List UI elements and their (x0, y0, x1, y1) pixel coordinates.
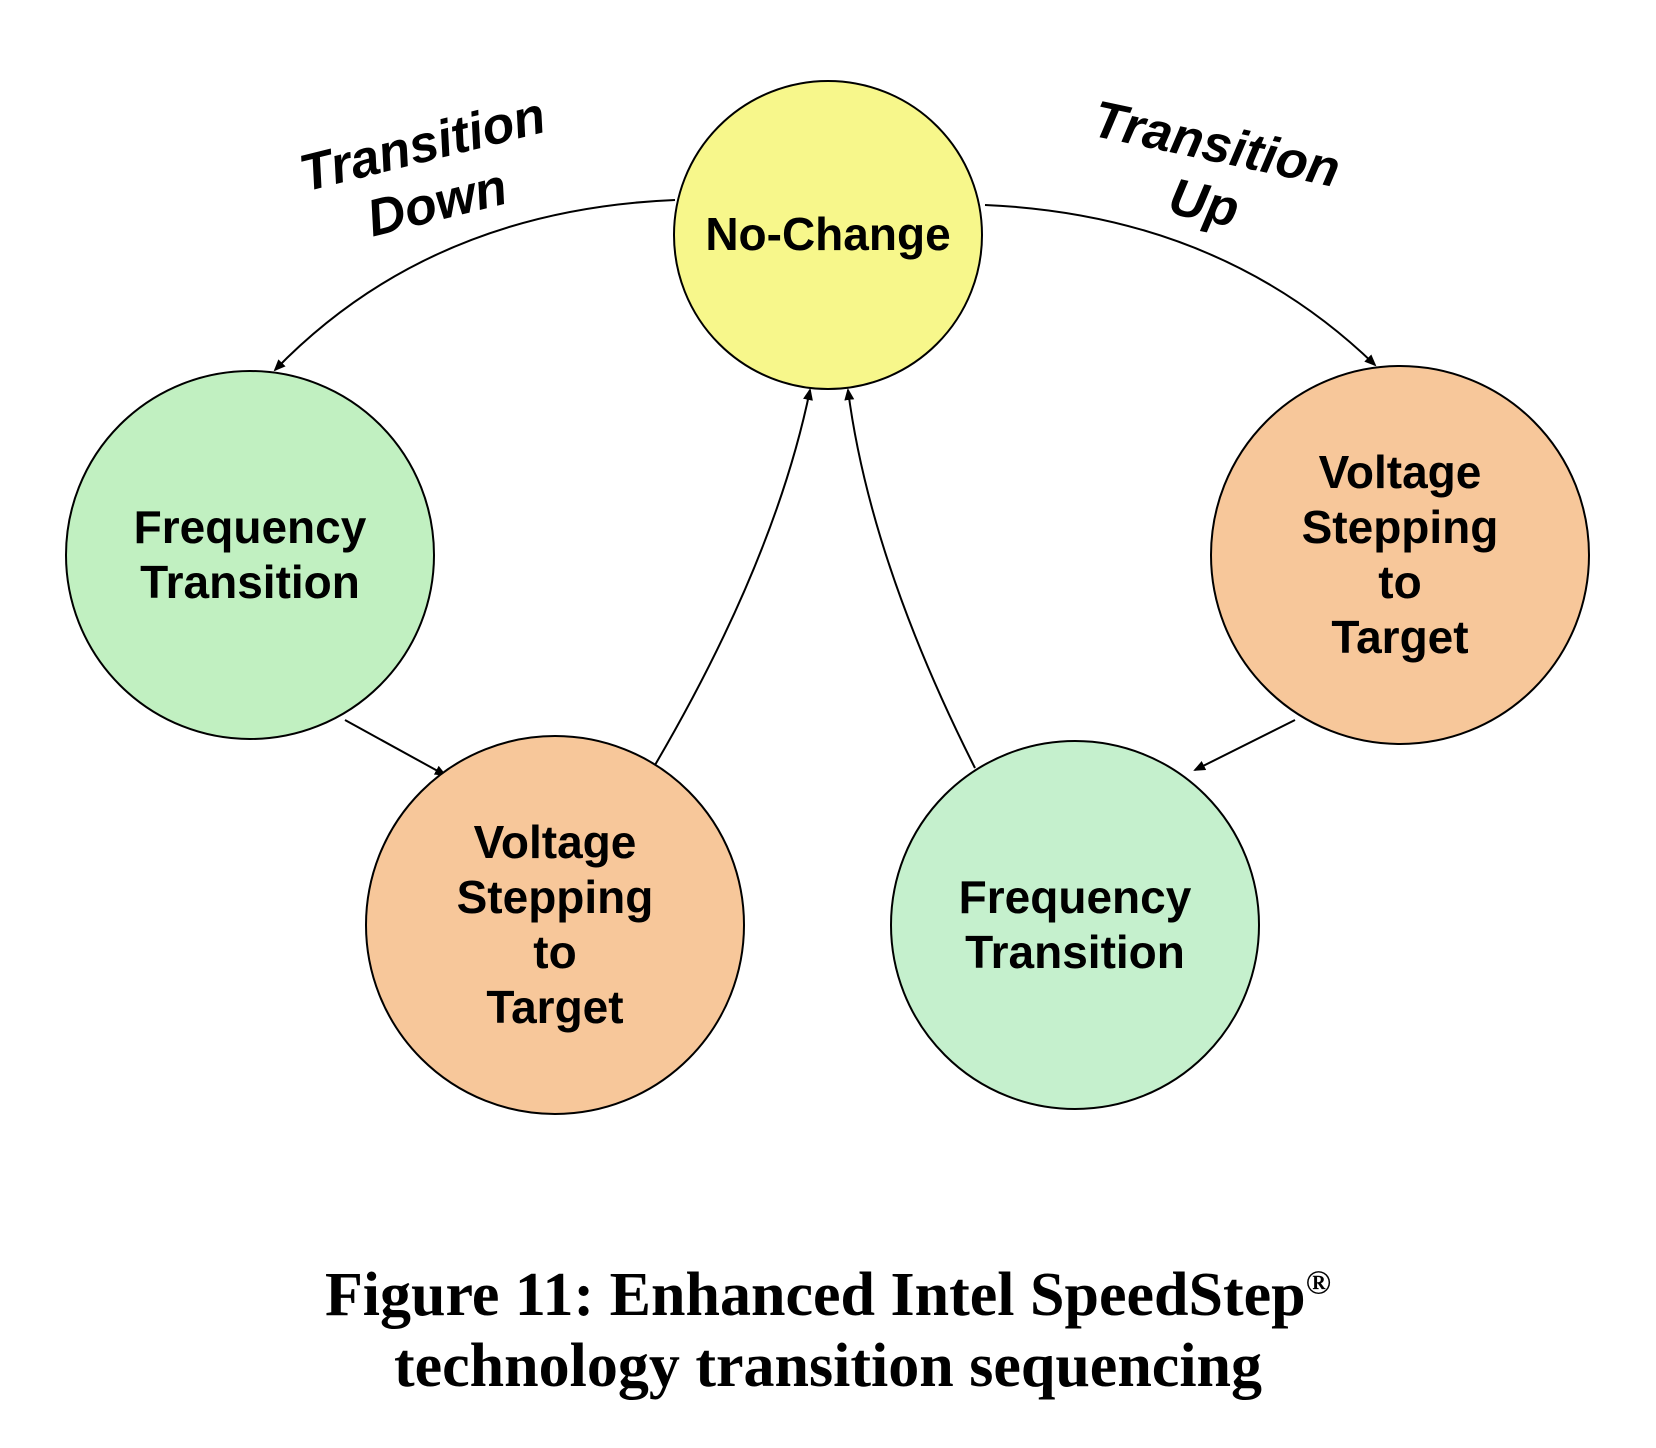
diagram-container: No-Change FrequencyTransition VoltageSte… (0, 0, 1656, 1448)
node-label: VoltageSteppingtoTarget (1302, 445, 1499, 666)
registered-mark: ® (1306, 1264, 1331, 1301)
edge-label-down: TransitionDown (260, 78, 599, 271)
node-label: No-Change (705, 207, 950, 262)
node-label: FrequencyTransition (959, 870, 1192, 980)
node-volt-down: VoltageSteppingtoTarget (365, 735, 745, 1115)
node-volt-up: VoltageSteppingtoTarget (1210, 365, 1590, 745)
figure-caption: Figure 11: Enhanced Intel SpeedStep® tec… (0, 1260, 1656, 1402)
edge-label-up: TransitionUp (1041, 83, 1379, 267)
caption-suffix: technology transition sequencing (394, 1332, 1262, 1400)
node-label: VoltageSteppingtoTarget (457, 815, 654, 1036)
node-label: FrequencyTransition (134, 500, 367, 610)
node-no-change: No-Change (673, 80, 983, 390)
caption-prefix: Figure 11: Enhanced Intel SpeedStep (325, 1261, 1306, 1329)
node-freq-down: FrequencyTransition (65, 370, 435, 740)
node-freq-up: FrequencyTransition (890, 740, 1260, 1110)
